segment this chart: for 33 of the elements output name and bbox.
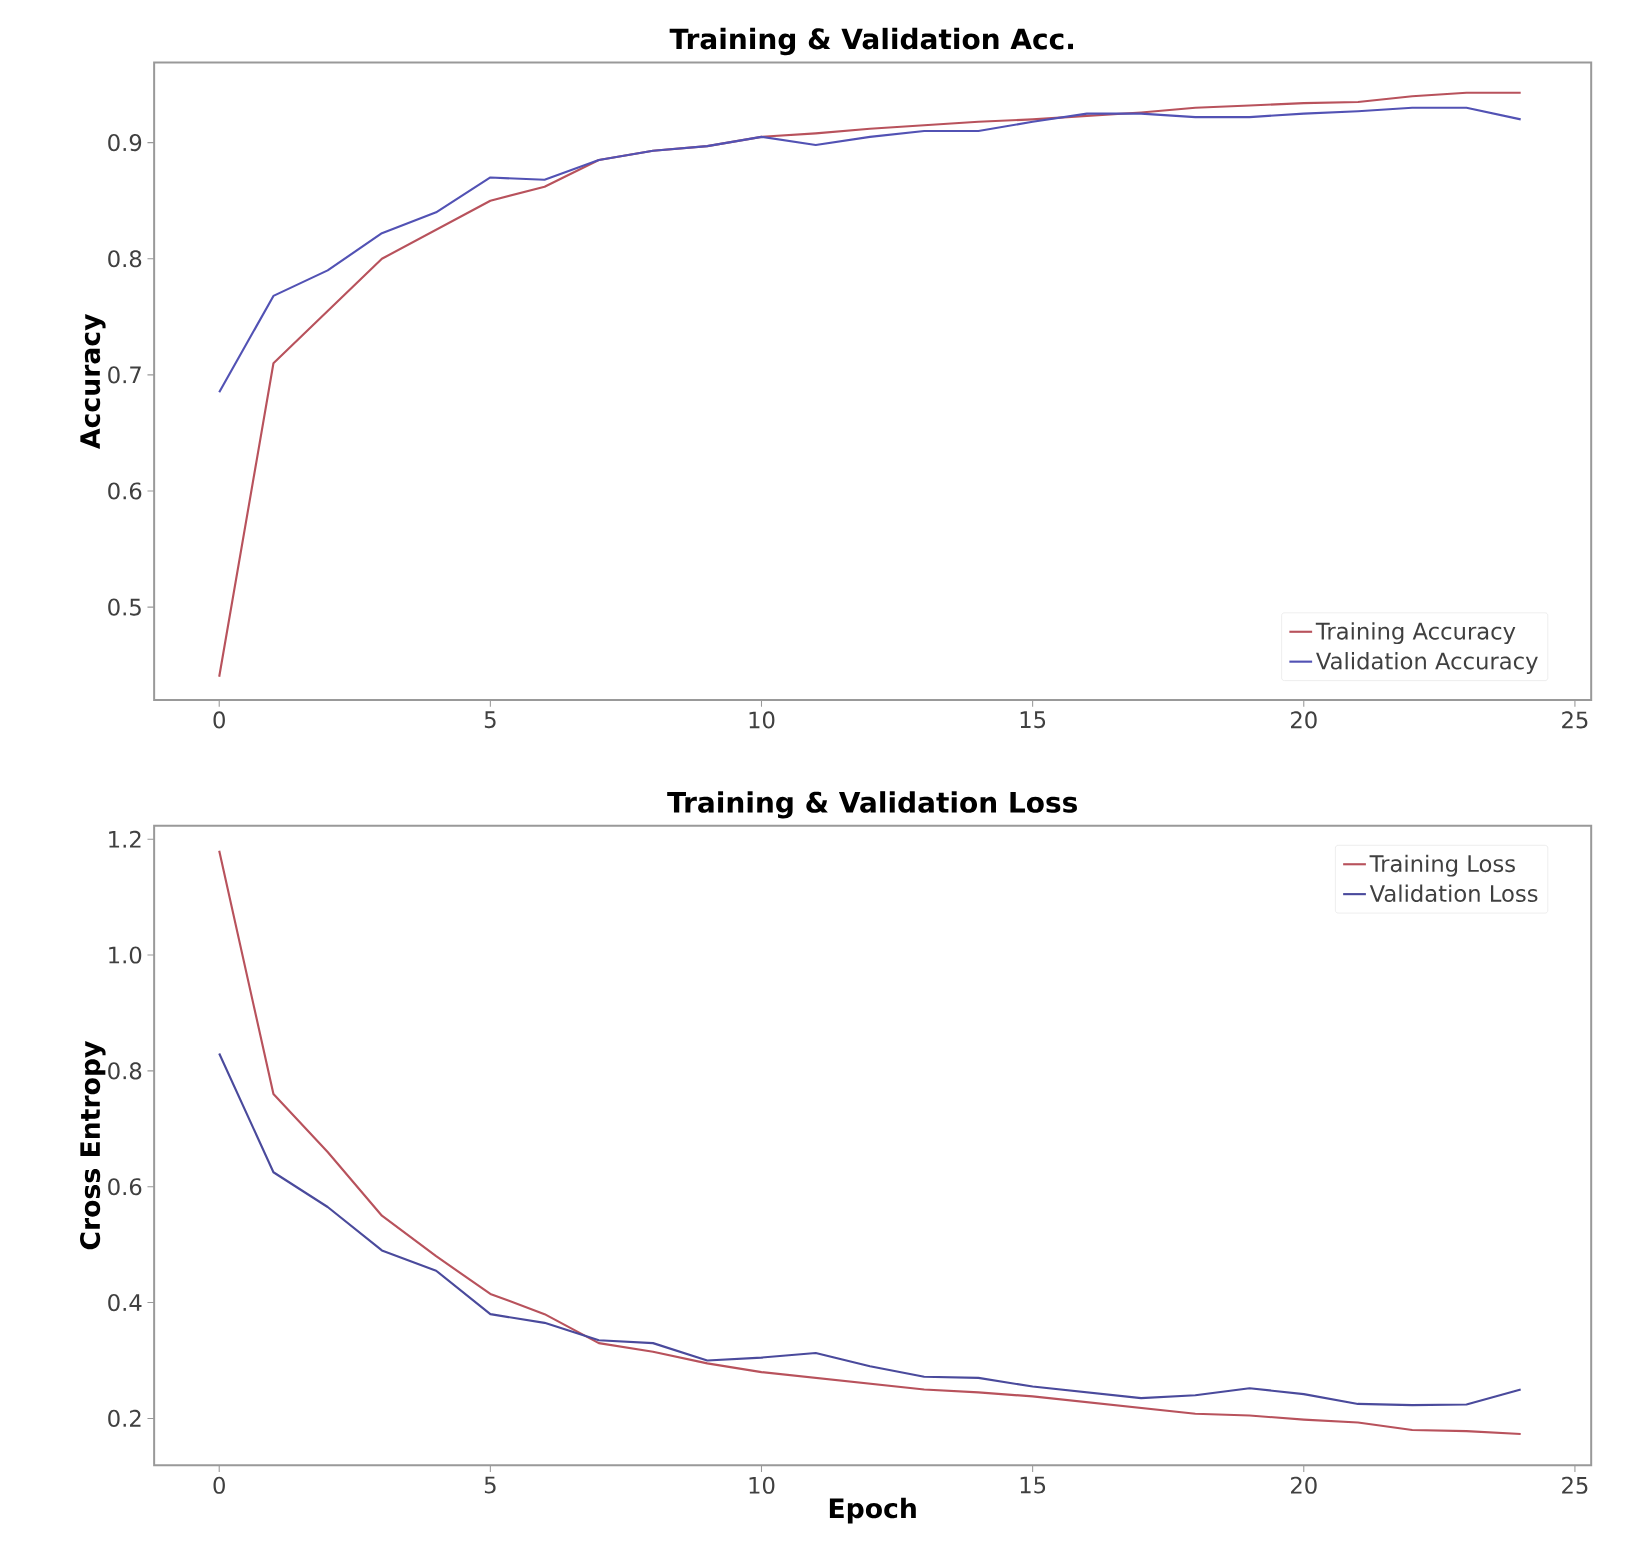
y-tick-label: 0.8 [108,250,142,268]
y-tick-label: 1.0 [109,946,142,964]
x-tick-label: 10 [749,1476,775,1494]
y-tick-label: 0.5 [108,598,141,616]
x-tick-label: 0 [213,711,225,729]
x-tick-label: 20 [1291,711,1317,729]
legend-label: Validation Accuracy [1316,652,1538,674]
x-tick-label: 0 [213,1476,225,1494]
y-axis-title: Accuracy [80,313,106,449]
x-tick-label: 25 [1562,1476,1588,1494]
y-tick-label: 0.7 [108,366,141,384]
x-tick-label: 15 [1020,1476,1046,1494]
y-tick-label: 0.6 [108,482,142,500]
line-series [218,106,1522,394]
x-tick-label: 10 [749,711,775,729]
y-tick-label: 1.2 [109,830,141,848]
x-tick-label: 5 [484,711,496,729]
y-axis-title: Cross Entropy [80,1041,106,1250]
y-tick-label: 0.9 [108,134,142,152]
y-tick-label: 0.6 [108,1178,142,1196]
legend-label: Validation Loss [1369,884,1538,903]
x-tick-label: 5 [484,1476,496,1494]
legend-label: Training Accuracy [1315,622,1516,645]
y-tick-label: 0.8 [108,1062,142,1080]
x-tick-label: 20 [1291,1476,1317,1494]
y-tick-label: 0.4 [108,1293,142,1312]
x-axis-title: Epoch [829,1497,916,1524]
chart-title: Training & Validation Loss [667,791,1077,819]
legend-label: Training Loss [1369,854,1515,877]
chart-title: Training & Validation Acc. [669,27,1074,56]
y-tick-label: 0.2 [108,1409,141,1427]
x-tick-label: 15 [1020,711,1046,729]
x-tick-label: 25 [1562,711,1588,729]
